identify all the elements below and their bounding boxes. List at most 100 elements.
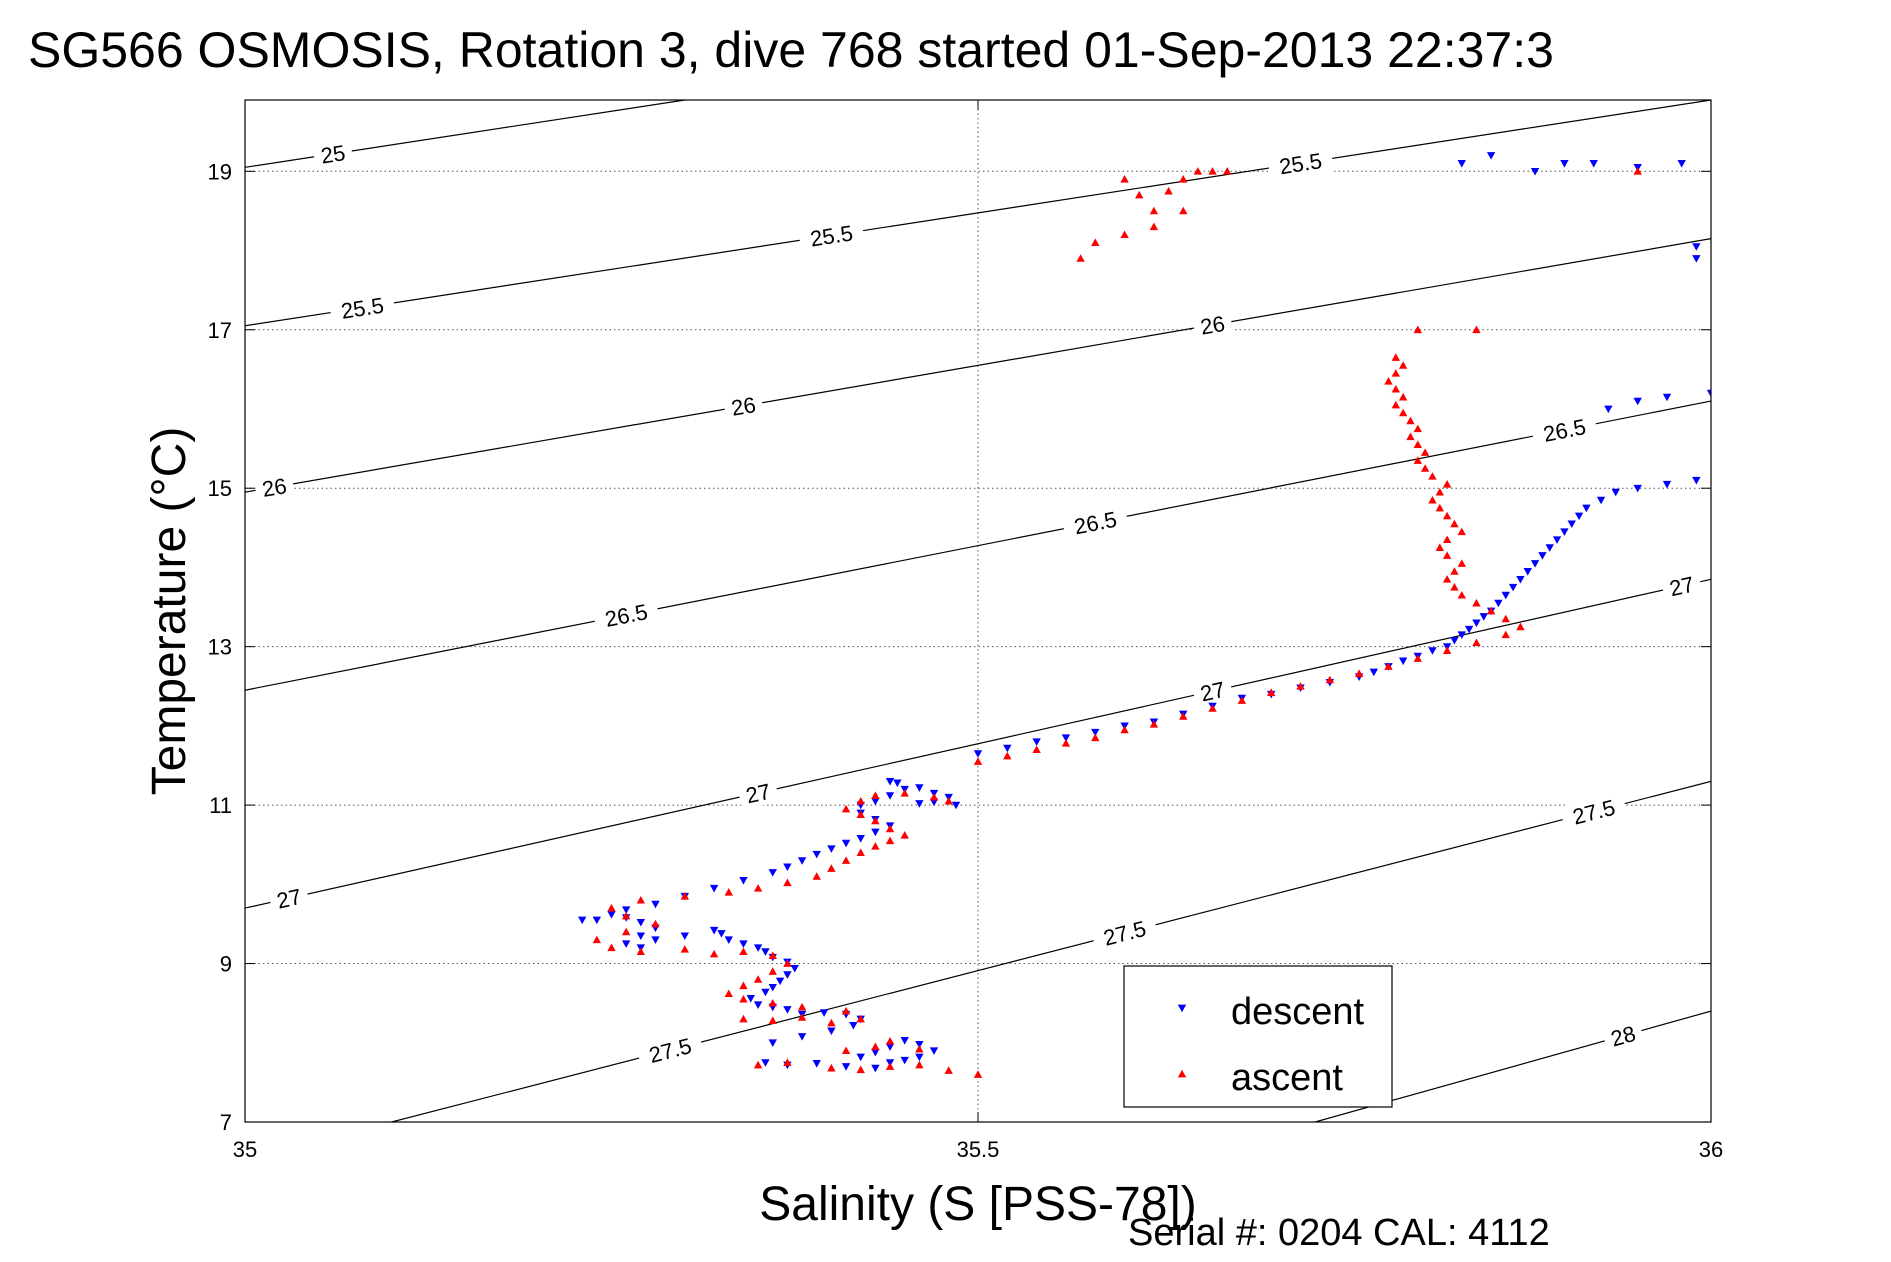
- contour-label-bg: [1530, 411, 1599, 449]
- contour-label-bg: [635, 1029, 705, 1071]
- ascent-point: [973, 757, 983, 765]
- descent-point: [651, 900, 660, 909]
- descent-point: [709, 926, 719, 935]
- contour-label-group: 27: [1660, 569, 1704, 603]
- ascent-point: [871, 842, 880, 850]
- ascent-point: [841, 1046, 851, 1055]
- ascent-point: [1442, 480, 1452, 488]
- ascent-point: [1032, 745, 1041, 754]
- ascent-point: [871, 816, 880, 825]
- descent-point: [761, 948, 770, 956]
- descent-point: [973, 750, 983, 758]
- contour-label-bg: [722, 389, 765, 423]
- ascent-point: [1633, 167, 1642, 175]
- descent-point: [885, 1043, 895, 1051]
- ascent-point: [1267, 688, 1276, 696]
- contour-label-bg: [1660, 569, 1704, 603]
- descent-point: [900, 1056, 909, 1065]
- descent-point: [856, 835, 865, 843]
- descent-point: [783, 971, 792, 979]
- contour-line-27: [245, 578, 1711, 909]
- ascent-point: [724, 989, 733, 998]
- contour-label-bg: [253, 471, 296, 504]
- ascent-point: [1120, 230, 1129, 239]
- chart-title: SG566 OSMOSIS, Rotation 3, dive 768 star…: [28, 22, 1554, 78]
- contour-label-group: 26: [1191, 308, 1234, 341]
- ascent-point: [1149, 222, 1159, 231]
- descent-point: [1428, 647, 1437, 655]
- descent-point: [775, 977, 785, 986]
- descent-point: [717, 930, 726, 938]
- ascent-point: [1391, 369, 1401, 377]
- ascent-point: [1428, 472, 1437, 480]
- ascent-point: [768, 998, 777, 1007]
- contour-label: 27: [274, 884, 303, 914]
- x-tick-label: 35: [233, 1137, 257, 1162]
- descent-point: [577, 916, 587, 925]
- descent-point: [592, 916, 602, 925]
- ascent-point: [680, 892, 689, 900]
- contour-label-group: 26: [253, 471, 296, 504]
- serial-cal-footer: Serial #: 0204 CAL: 4112: [1128, 1212, 1550, 1254]
- ascent-point: [739, 995, 748, 1003]
- ascent-point: [783, 878, 792, 887]
- contour-label: 26: [260, 473, 288, 502]
- ascent-point: [841, 804, 851, 813]
- contour-label: 27: [1667, 571, 1696, 601]
- ascent-point: [1442, 646, 1452, 654]
- descent-point: [1508, 583, 1518, 592]
- descent-point: [768, 869, 777, 877]
- descent-point: [915, 1040, 924, 1049]
- ascent-point: [827, 1018, 836, 1027]
- descent-point: [1692, 255, 1701, 263]
- legend-descent-marker: [1177, 1004, 1187, 1013]
- contour-line-25-5: [245, 100, 1711, 327]
- descent-point: [1369, 668, 1379, 677]
- y-tick-label: 11: [209, 793, 232, 818]
- x-tick-label: 36: [1699, 1137, 1723, 1162]
- ascent-point: [1179, 206, 1188, 215]
- density-contours: [245, 100, 1711, 1122]
- descent-point: [761, 988, 770, 997]
- contour-label-bg: [1191, 674, 1234, 708]
- ascent-point: [929, 792, 939, 801]
- contour-label-group: 27: [267, 881, 311, 916]
- contour-label-bg: [592, 596, 661, 634]
- ascent-point: [973, 1070, 983, 1078]
- ascent-point: [1193, 167, 1203, 175]
- descent-point: [1567, 520, 1576, 529]
- descent-point: [768, 1039, 777, 1047]
- ascent-point: [621, 927, 631, 936]
- descent-point: [915, 784, 924, 792]
- contour-label-bg: [1061, 503, 1130, 542]
- ascent-point: [1296, 682, 1305, 690]
- ascent-point: [1435, 503, 1444, 512]
- legend-ascent-label: ascent: [1231, 1057, 1343, 1099]
- descent-point: [1662, 480, 1672, 489]
- descent-point: [1604, 405, 1613, 414]
- ascent-point: [856, 848, 865, 856]
- descent-point: [885, 777, 895, 786]
- ascent-point: [1149, 206, 1159, 215]
- ascent-point: [856, 810, 865, 818]
- contour-label-bg: [267, 881, 311, 916]
- ascent-point: [1223, 167, 1232, 175]
- legend: descent ascent: [1123, 965, 1393, 1108]
- contour-line-27-5: [391, 780, 1711, 1122]
- ascent-point: [900, 831, 909, 839]
- ascent-point: [885, 824, 895, 833]
- ascent-point: [1208, 167, 1217, 175]
- descent-point: [1545, 544, 1554, 552]
- ascent-point: [1179, 712, 1188, 720]
- ascent-point: [856, 1065, 865, 1074]
- descent-point: [929, 1047, 939, 1055]
- descent-point: [1560, 160, 1569, 168]
- descent-point: [1530, 560, 1540, 568]
- ascent-point: [651, 919, 660, 928]
- descent-point: [1464, 625, 1474, 634]
- ascent-point: [915, 1060, 924, 1069]
- ascent-point: [944, 1066, 953, 1074]
- descent-point: [915, 800, 924, 808]
- descent-point: [1633, 397, 1642, 406]
- descent-point: [1494, 599, 1503, 608]
